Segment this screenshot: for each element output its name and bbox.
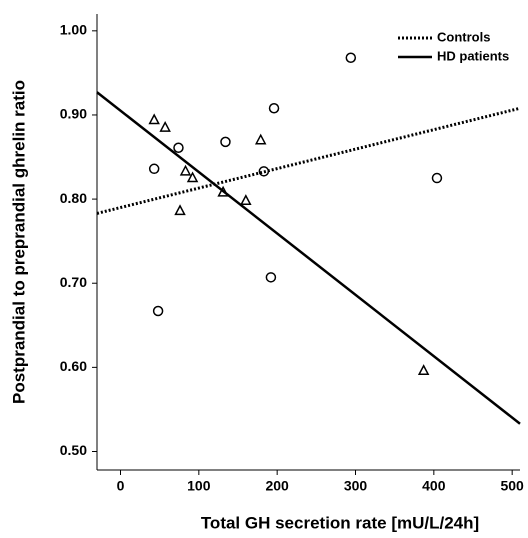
point: [265, 272, 277, 283]
y-tick-label: 0.60: [60, 358, 87, 374]
y-tick-label: 1.00: [60, 22, 87, 38]
point: [258, 166, 270, 177]
point: [159, 120, 171, 132]
x-tick-label: 200: [265, 478, 289, 494]
point: [268, 102, 280, 114]
point: [152, 305, 164, 317]
point: [148, 113, 160, 125]
x-tick-label: 500: [500, 478, 524, 494]
y-tick-label: 0.90: [60, 106, 87, 122]
point: [345, 52, 357, 63]
point: [174, 204, 186, 216]
legend-label: HD patients: [437, 48, 509, 63]
y-axis-label: Postprandial to preprandial ghrelin rati…: [9, 80, 28, 404]
point: [417, 364, 430, 375]
point: [179, 164, 192, 176]
fit-line: [96, 106, 521, 215]
point: [220, 136, 231, 148]
point: [186, 171, 199, 183]
point: [431, 172, 443, 184]
y-tick-label: 0.50: [60, 442, 87, 458]
x-tick-label: 400: [422, 478, 446, 494]
point: [240, 194, 252, 206]
x-tick-label: 100: [187, 478, 211, 494]
legend-label: Controls: [437, 29, 490, 44]
fit-line: [96, 91, 521, 425]
x-tick-label: 0: [117, 478, 125, 494]
x-tick-label: 300: [344, 478, 368, 494]
point: [217, 185, 229, 197]
y-tick-label: 0.80: [60, 190, 87, 206]
point: [148, 163, 160, 175]
point: [254, 133, 267, 145]
x-axis-label: Total GH secretion rate [mU/L/24h]: [201, 513, 479, 532]
y-tick-label: 0.70: [60, 274, 87, 290]
point: [173, 142, 184, 154]
